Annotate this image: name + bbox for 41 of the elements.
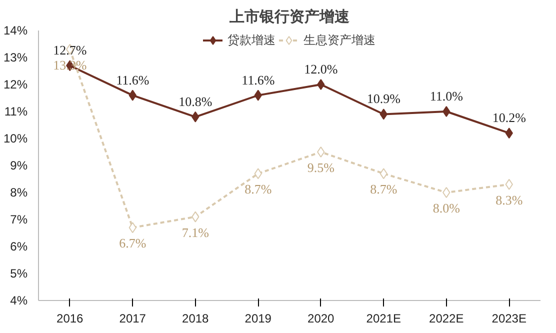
y-tick-label: 9%: [10, 158, 28, 172]
data-label: 10.8%: [178, 94, 212, 109]
data-label: 8.7%: [244, 182, 272, 197]
x-tick-label: 2020: [308, 312, 335, 326]
x-tick-label: 2018: [182, 312, 210, 326]
data-label: 9.5%: [307, 160, 335, 175]
legend-label: 贷款增速: [228, 32, 276, 48]
data-label: 10.9%: [366, 91, 401, 106]
x-tick-label: 2017: [119, 312, 146, 326]
y-tick-label: 7%: [10, 212, 28, 226]
data-label: 6.7%: [119, 236, 146, 251]
y-tick-label: 11%: [4, 104, 28, 118]
x-tick-label: 2023E: [492, 312, 526, 326]
data-label: 11.6%: [116, 72, 150, 88]
legend-label: 生息资产增速: [304, 32, 376, 48]
data-label: 8.0%: [432, 200, 460, 216]
y-tick-label: 8%: [10, 186, 28, 200]
x-tick-label: 2022E: [429, 312, 464, 326]
point: [442, 106, 450, 117]
x-tick-label: 2021E: [366, 312, 401, 326]
data-label: 8.3%: [496, 192, 523, 208]
y-tick-label: 12%: [3, 78, 28, 92]
y-tick-label: 10%: [3, 132, 28, 146]
y-tick-label: 5%: [10, 266, 28, 280]
data-label: 10.2%: [492, 110, 526, 126]
y-tick-label: 13%: [3, 50, 28, 64]
data-label: 12.7%: [53, 42, 87, 58]
point: [317, 146, 325, 158]
data-label: 11.0%: [430, 88, 464, 104]
point: [442, 187, 450, 198]
x-tick-label: 2016: [56, 312, 84, 326]
data-label: 8.7%: [370, 182, 398, 197]
data-label: 7.1%: [182, 224, 210, 240]
point: [317, 79, 325, 90]
y-tick-label: 4%: [10, 294, 28, 308]
data-label: 11.6%: [242, 72, 275, 88]
data-label: 12.0%: [304, 62, 338, 76]
y-tick-label: 14%: [3, 24, 28, 38]
chart-title: 上市银行资产增速: [228, 8, 350, 26]
y-tick-label: 6%: [10, 240, 28, 254]
x-tick-label: 2019: [244, 312, 272, 326]
